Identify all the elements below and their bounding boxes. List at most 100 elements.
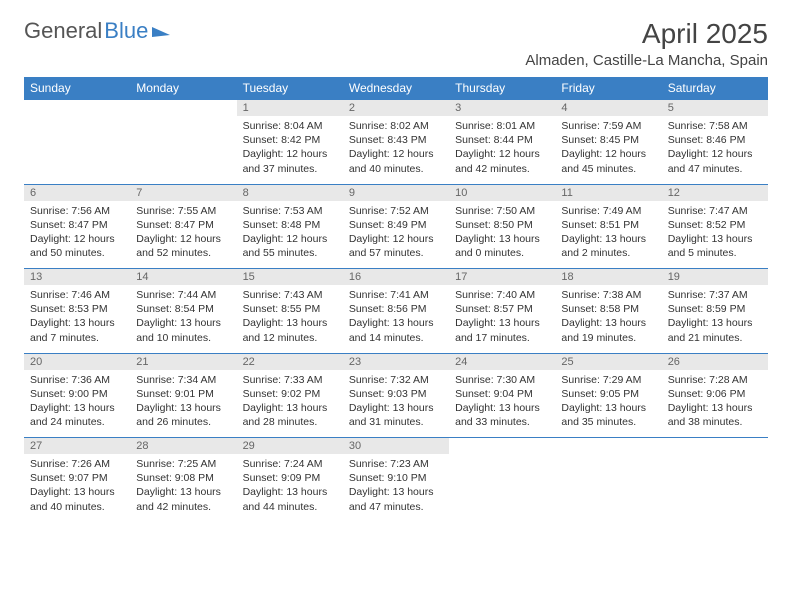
day-body-cell: Sunrise: 7:26 AMSunset: 9:07 PMDaylight:… [24,454,130,522]
day-body-cell: Sunrise: 7:43 AMSunset: 8:55 PMDaylight:… [237,285,343,353]
cell-line: Sunset: 8:51 PM [561,218,655,232]
cell-line: Sunset: 9:04 PM [455,387,549,401]
day-header: Friday [555,77,661,100]
day-body-cell: Sunrise: 7:24 AMSunset: 9:09 PMDaylight:… [237,454,343,522]
cell-line: Daylight: 13 hours and 10 minutes. [136,316,230,344]
cell-line: Daylight: 13 hours and 24 minutes. [30,401,124,429]
cell-line: Sunrise: 7:49 AM [561,204,655,218]
day-number-cell: 7 [130,184,236,201]
cell-line: Sunrise: 7:34 AM [136,373,230,387]
body-row: Sunrise: 8:04 AMSunset: 8:42 PMDaylight:… [24,116,768,184]
logo-sail-icon [152,25,170,37]
day-number-cell [555,438,661,455]
cell-line: Daylight: 13 hours and 14 minutes. [349,316,443,344]
cell-line: Daylight: 13 hours and 5 minutes. [668,232,762,260]
day-number-cell [449,438,555,455]
cell-body: Sunrise: 7:29 AMSunset: 9:05 PMDaylight:… [555,370,661,436]
day-body-cell: Sunrise: 7:47 AMSunset: 8:52 PMDaylight:… [662,201,768,269]
daynum-row: 13141516171819 [24,269,768,286]
day-number-cell: 23 [343,353,449,370]
cell-line: Sunrise: 7:41 AM [349,288,443,302]
day-number-cell: 22 [237,353,343,370]
cell-line: Sunrise: 7:55 AM [136,204,230,218]
cell-line: Sunset: 8:44 PM [455,133,549,147]
day-body-cell [24,116,130,184]
day-number-cell: 25 [555,353,661,370]
cell-body: Sunrise: 7:49 AMSunset: 8:51 PMDaylight:… [555,201,661,267]
cell-line: Daylight: 13 hours and 44 minutes. [243,485,337,513]
logo-text-1: General [24,18,102,44]
day-body-cell: Sunrise: 7:34 AMSunset: 9:01 PMDaylight:… [130,370,236,438]
body-row: Sunrise: 7:46 AMSunset: 8:53 PMDaylight:… [24,285,768,353]
cell-line: Sunrise: 7:58 AM [668,119,762,133]
daynum-row: 6789101112 [24,184,768,201]
day-body-cell: Sunrise: 7:25 AMSunset: 9:08 PMDaylight:… [130,454,236,522]
cell-line: Sunrise: 7:50 AM [455,204,549,218]
cell-line: Daylight: 13 hours and 28 minutes. [243,401,337,429]
cell-body: Sunrise: 7:41 AMSunset: 8:56 PMDaylight:… [343,285,449,351]
cell-line: Daylight: 12 hours and 52 minutes. [136,232,230,260]
cell-line: Sunrise: 7:44 AM [136,288,230,302]
day-number-cell [130,100,236,117]
day-body-cell: Sunrise: 7:23 AMSunset: 9:10 PMDaylight:… [343,454,449,522]
daynum-row: 27282930 [24,438,768,455]
cell-body: Sunrise: 7:50 AMSunset: 8:50 PMDaylight:… [449,201,555,267]
cell-body: Sunrise: 7:24 AMSunset: 9:09 PMDaylight:… [237,454,343,520]
cell-line: Sunrise: 7:52 AM [349,204,443,218]
cell-line: Sunrise: 7:29 AM [561,373,655,387]
cell-line: Sunset: 8:45 PM [561,133,655,147]
cell-line: Sunset: 8:52 PM [668,218,762,232]
day-number-cell: 3 [449,100,555,117]
day-body-cell: Sunrise: 7:40 AMSunset: 8:57 PMDaylight:… [449,285,555,353]
day-number-cell: 18 [555,269,661,286]
cell-line: Sunset: 8:50 PM [455,218,549,232]
calendar-table: SundayMondayTuesdayWednesdayThursdayFrid… [24,77,768,522]
day-number-cell: 24 [449,353,555,370]
day-body-cell: Sunrise: 8:02 AMSunset: 8:43 PMDaylight:… [343,116,449,184]
cell-line: Sunset: 8:43 PM [349,133,443,147]
cell-body: Sunrise: 7:46 AMSunset: 8:53 PMDaylight:… [24,285,130,351]
cell-body: Sunrise: 7:40 AMSunset: 8:57 PMDaylight:… [449,285,555,351]
day-header: Tuesday [237,77,343,100]
day-header: Monday [130,77,236,100]
day-body-cell: Sunrise: 7:33 AMSunset: 9:02 PMDaylight:… [237,370,343,438]
cell-line: Daylight: 13 hours and 19 minutes. [561,316,655,344]
cell-body: Sunrise: 8:04 AMSunset: 8:42 PMDaylight:… [237,116,343,182]
cell-line: Sunrise: 7:38 AM [561,288,655,302]
day-body-cell: Sunrise: 7:37 AMSunset: 8:59 PMDaylight:… [662,285,768,353]
cell-line: Sunset: 9:08 PM [136,471,230,485]
day-number-cell: 19 [662,269,768,286]
day-body-cell [662,454,768,522]
month-title: April 2025 [525,18,768,50]
cell-line: Sunset: 9:00 PM [30,387,124,401]
cell-line: Daylight: 13 hours and 31 minutes. [349,401,443,429]
cell-body: Sunrise: 7:37 AMSunset: 8:59 PMDaylight:… [662,285,768,351]
cell-line: Daylight: 12 hours and 40 minutes. [349,147,443,175]
cell-line: Sunrise: 7:24 AM [243,457,337,471]
day-body-cell: Sunrise: 7:36 AMSunset: 9:00 PMDaylight:… [24,370,130,438]
cell-line: Daylight: 13 hours and 33 minutes. [455,401,549,429]
cell-line: Sunset: 8:46 PM [668,133,762,147]
cell-line: Sunset: 9:05 PM [561,387,655,401]
cell-line: Sunset: 8:58 PM [561,302,655,316]
day-body-cell: Sunrise: 8:01 AMSunset: 8:44 PMDaylight:… [449,116,555,184]
day-body-cell: Sunrise: 7:58 AMSunset: 8:46 PMDaylight:… [662,116,768,184]
day-body-cell: Sunrise: 8:04 AMSunset: 8:42 PMDaylight:… [237,116,343,184]
title-block: April 2025 Almaden, Castille-La Mancha, … [525,18,768,69]
cell-line: Sunrise: 7:37 AM [668,288,762,302]
cell-line: Daylight: 12 hours and 37 minutes. [243,147,337,175]
cell-line: Daylight: 13 hours and 2 minutes. [561,232,655,260]
cell-line: Sunset: 9:09 PM [243,471,337,485]
day-body-cell: Sunrise: 7:30 AMSunset: 9:04 PMDaylight:… [449,370,555,438]
cell-line: Sunrise: 8:02 AM [349,119,443,133]
cell-body: Sunrise: 7:30 AMSunset: 9:04 PMDaylight:… [449,370,555,436]
day-header: Sunday [24,77,130,100]
day-number-cell: 5 [662,100,768,117]
day-header: Wednesday [343,77,449,100]
cell-body: Sunrise: 7:33 AMSunset: 9:02 PMDaylight:… [237,370,343,436]
cell-line: Sunrise: 7:36 AM [30,373,124,387]
day-number-cell: 12 [662,184,768,201]
cell-line: Sunset: 9:06 PM [668,387,762,401]
day-body-cell: Sunrise: 7:53 AMSunset: 8:48 PMDaylight:… [237,201,343,269]
body-row: Sunrise: 7:36 AMSunset: 9:00 PMDaylight:… [24,370,768,438]
